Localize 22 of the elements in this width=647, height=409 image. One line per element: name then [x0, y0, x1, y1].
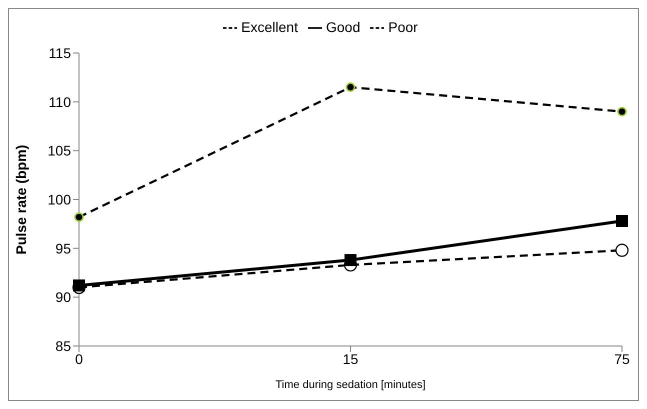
x-tick-label: 15	[342, 350, 358, 367]
point	[346, 82, 356, 92]
point	[74, 212, 84, 222]
y-tick-label: 100	[48, 191, 72, 208]
point	[616, 214, 628, 227]
point	[73, 279, 85, 292]
y-tick-label: 85	[55, 338, 72, 354]
legend-label: Good	[326, 19, 360, 35]
y-axis-title: Pulse rate (bpm)	[12, 144, 29, 254]
y-tick-label: 115	[48, 44, 72, 61]
y-tick-label: 105	[48, 142, 72, 159]
legend-label: Excellent	[241, 19, 298, 35]
point	[615, 244, 629, 257]
y-tick-label: 90	[55, 289, 72, 306]
x-tick-label: 75	[614, 350, 630, 367]
x-tick-label: 0	[75, 350, 84, 367]
y-tick-label: 95	[55, 240, 72, 256]
point	[617, 106, 627, 116]
x-axis-title: Time during sedation [minutes]	[276, 379, 426, 391]
y-tick-label: 110	[48, 94, 72, 110]
legend-label: Poor	[388, 19, 418, 35]
point	[344, 254, 356, 266]
